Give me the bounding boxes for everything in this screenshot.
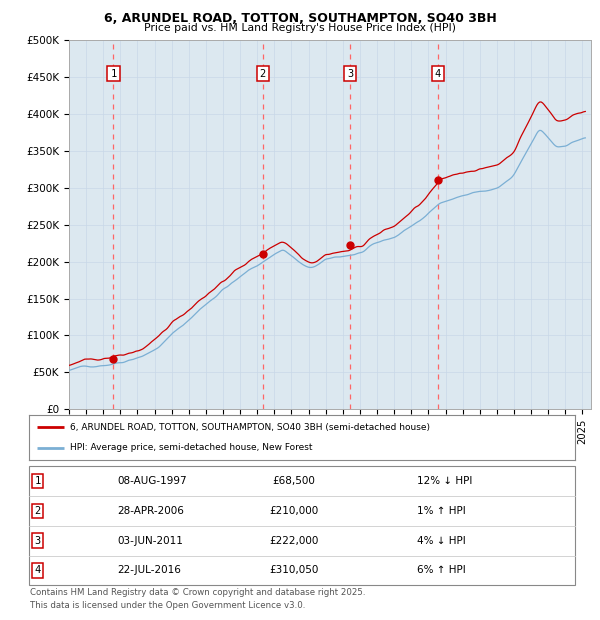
Text: 4: 4 [435,68,441,79]
Text: 1: 1 [35,476,41,486]
Text: 3: 3 [347,68,353,79]
Text: 4% ↓ HPI: 4% ↓ HPI [417,536,466,546]
Text: HPI: Average price, semi-detached house, New Forest: HPI: Average price, semi-detached house,… [70,443,312,453]
Text: 6% ↑ HPI: 6% ↑ HPI [417,565,466,575]
Text: 03-JUN-2011: 03-JUN-2011 [117,536,183,546]
Text: £210,000: £210,000 [269,506,319,516]
Text: 1% ↑ HPI: 1% ↑ HPI [417,506,466,516]
Text: 2: 2 [35,506,41,516]
Text: 3: 3 [35,536,41,546]
Text: 4: 4 [35,565,41,575]
Text: £68,500: £68,500 [272,476,316,486]
Text: 6, ARUNDEL ROAD, TOTTON, SOUTHAMPTON, SO40 3BH (semi-detached house): 6, ARUNDEL ROAD, TOTTON, SOUTHAMPTON, SO… [70,423,430,432]
Text: £222,000: £222,000 [269,536,319,546]
Text: 22-JUL-2016: 22-JUL-2016 [117,565,181,575]
Text: 1: 1 [110,68,116,79]
Text: 28-APR-2006: 28-APR-2006 [117,506,184,516]
Text: Price paid vs. HM Land Registry's House Price Index (HPI): Price paid vs. HM Land Registry's House … [144,23,456,33]
Text: 2: 2 [260,68,266,79]
Text: Contains HM Land Registry data © Crown copyright and database right 2025.: Contains HM Land Registry data © Crown c… [30,588,365,598]
Text: This data is licensed under the Open Government Licence v3.0.: This data is licensed under the Open Gov… [30,601,305,610]
Text: 08-AUG-1997: 08-AUG-1997 [117,476,187,486]
Text: 12% ↓ HPI: 12% ↓ HPI [417,476,472,486]
Text: £310,050: £310,050 [269,565,319,575]
Text: 6, ARUNDEL ROAD, TOTTON, SOUTHAMPTON, SO40 3BH: 6, ARUNDEL ROAD, TOTTON, SOUTHAMPTON, SO… [104,12,496,25]
